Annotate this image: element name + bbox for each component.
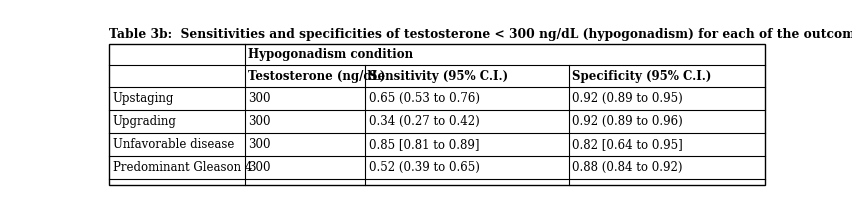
Text: Hypogonadism condition: Hypogonadism condition — [248, 48, 413, 61]
Text: 0.34 (0.27 to 0.42): 0.34 (0.27 to 0.42) — [368, 115, 479, 128]
Text: 0.52 (0.39 to 0.65): 0.52 (0.39 to 0.65) — [368, 161, 479, 174]
Text: Upgrading: Upgrading — [112, 115, 176, 128]
Text: Specificity (95% C.I.): Specificity (95% C.I.) — [572, 70, 711, 83]
Text: 0.88 (0.84 to 0.92): 0.88 (0.84 to 0.92) — [572, 161, 682, 174]
Text: Sensitivity (95% C.I.): Sensitivity (95% C.I.) — [368, 70, 507, 83]
Text: 300: 300 — [248, 92, 271, 105]
Text: 300: 300 — [248, 161, 271, 174]
Text: 0.82 [0.64 to 0.95]: 0.82 [0.64 to 0.95] — [572, 138, 682, 151]
Text: Table 3b:  Sensitivities and specificities of testosterone < 300 ng/dL (hypogona: Table 3b: Sensitivities and specificitie… — [109, 28, 852, 41]
Text: 0.92 (0.89 to 0.96): 0.92 (0.89 to 0.96) — [572, 115, 682, 128]
Text: 300: 300 — [248, 138, 271, 151]
Text: Predominant Gleason 4: Predominant Gleason 4 — [112, 161, 252, 174]
Text: Testosterone (ng/dL): Testosterone (ng/dL) — [248, 70, 385, 83]
Text: Unfavorable disease: Unfavorable disease — [112, 138, 234, 151]
Text: 0.85 [0.81 to 0.89]: 0.85 [0.81 to 0.89] — [368, 138, 479, 151]
Text: Upstaging: Upstaging — [112, 92, 174, 105]
Text: 0.65 (0.53 to 0.76): 0.65 (0.53 to 0.76) — [368, 92, 479, 105]
Text: 300: 300 — [248, 115, 271, 128]
Text: 0.92 (0.89 to 0.95): 0.92 (0.89 to 0.95) — [572, 92, 682, 105]
